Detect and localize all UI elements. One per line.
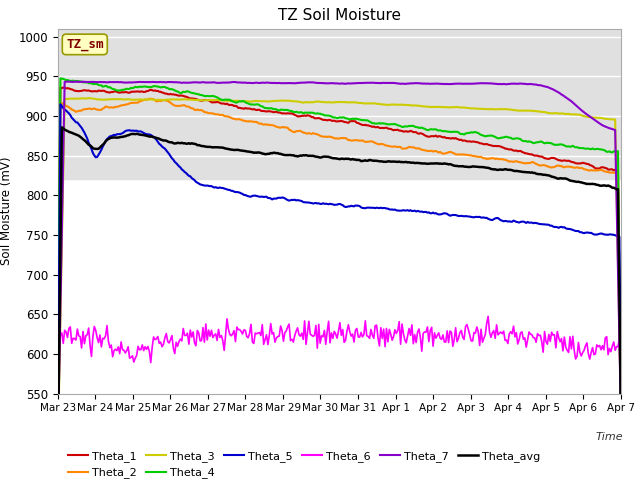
Theta_6 xyxy=(239,331,246,337)
Theta_2 xyxy=(145,96,153,102)
Theta_7 xyxy=(617,408,625,413)
Line: Theta_6: Theta_6 xyxy=(58,316,621,362)
Theta_4 xyxy=(123,86,131,92)
Theta_3 xyxy=(461,105,469,111)
Theta_4 xyxy=(278,107,286,112)
Line: Theta_1: Theta_1 xyxy=(58,87,621,434)
Theta_6 xyxy=(617,336,625,342)
Theta_1 xyxy=(123,89,131,95)
Y-axis label: Soil Moisture (mV): Soil Moisture (mV) xyxy=(0,157,13,265)
Theta_2 xyxy=(617,432,625,438)
Theta_4 xyxy=(617,420,625,425)
Theta_3 xyxy=(54,461,61,467)
Theta_4 xyxy=(461,131,469,136)
Theta_1 xyxy=(54,382,61,387)
Theta_avg xyxy=(465,164,472,170)
Theta_3 xyxy=(410,103,417,108)
Theta_6 xyxy=(410,341,417,347)
Theta_4 xyxy=(54,376,61,382)
Theta_2 xyxy=(239,118,246,123)
Theta_1 xyxy=(465,139,472,144)
Theta_6 xyxy=(461,324,469,329)
Theta_avg xyxy=(461,164,469,169)
Theta_5 xyxy=(278,194,286,200)
Legend: Theta_1, Theta_2, Theta_3, Theta_4, Theta_5, Theta_6, Theta_7, Theta_avg: Theta_1, Theta_2, Theta_3, Theta_4, Thet… xyxy=(63,446,545,480)
Theta_5 xyxy=(461,213,469,219)
Text: TZ_sm: TZ_sm xyxy=(66,38,104,51)
Line: Theta_avg: Theta_avg xyxy=(58,127,621,478)
Theta_5 xyxy=(123,128,131,133)
Theta_7 xyxy=(410,81,417,86)
Theta_5 xyxy=(56,101,64,107)
Theta_avg xyxy=(123,132,131,138)
Theta_avg xyxy=(410,160,417,166)
Theta_2 xyxy=(410,144,417,150)
Line: Theta_5: Theta_5 xyxy=(58,104,621,466)
Theta_7 xyxy=(278,80,286,86)
Theta_7 xyxy=(239,80,246,85)
Line: Theta_4: Theta_4 xyxy=(58,78,621,422)
Theta_1 xyxy=(60,84,67,90)
Theta_3 xyxy=(85,95,93,101)
Theta_1 xyxy=(461,138,469,144)
Theta_6 xyxy=(465,326,472,332)
Theta_7 xyxy=(465,81,472,86)
Theta_6 xyxy=(278,328,286,334)
Theta_avg xyxy=(617,400,625,406)
Theta_5 xyxy=(465,214,472,219)
Theta_5 xyxy=(410,208,417,214)
Theta_6 xyxy=(147,360,155,365)
Theta_7 xyxy=(461,81,469,87)
Theta_6 xyxy=(122,350,129,356)
Theta_2 xyxy=(122,102,129,108)
Theta_avg xyxy=(54,475,61,480)
Theta_4 xyxy=(56,75,64,81)
Theta_2 xyxy=(461,152,469,157)
Theta_5 xyxy=(239,191,246,197)
Theta_7 xyxy=(63,79,71,84)
Theta_7 xyxy=(54,453,61,459)
Theta_3 xyxy=(239,98,246,104)
Theta_1 xyxy=(278,110,286,116)
Theta_avg xyxy=(239,148,246,154)
Theta_3 xyxy=(123,96,131,102)
Theta_3 xyxy=(465,105,472,111)
Theta_4 xyxy=(465,130,472,136)
Theta_7 xyxy=(123,80,131,85)
Theta_1 xyxy=(617,431,625,437)
Theta_3 xyxy=(278,98,286,104)
Theta_6 xyxy=(484,313,492,319)
Theta_avg xyxy=(278,152,286,157)
Bar xyxy=(58,29,621,180)
Theta_4 xyxy=(239,98,246,104)
Line: Theta_3: Theta_3 xyxy=(58,98,621,464)
Theta_2 xyxy=(465,152,472,158)
Text: Time: Time xyxy=(596,432,623,443)
Theta_2 xyxy=(54,390,61,396)
Line: Theta_7: Theta_7 xyxy=(58,82,621,456)
Line: Theta_2: Theta_2 xyxy=(58,99,621,435)
Theta_1 xyxy=(239,106,246,111)
Theta_6 xyxy=(54,332,61,337)
Theta_2 xyxy=(278,124,286,130)
Theta_5 xyxy=(617,383,625,388)
Theta_avg xyxy=(58,124,66,130)
Theta_3 xyxy=(617,401,625,407)
Theta_1 xyxy=(410,129,417,135)
Theta_5 xyxy=(54,463,61,468)
Title: TZ Soil Moisture: TZ Soil Moisture xyxy=(278,9,401,24)
Theta_4 xyxy=(410,123,417,129)
